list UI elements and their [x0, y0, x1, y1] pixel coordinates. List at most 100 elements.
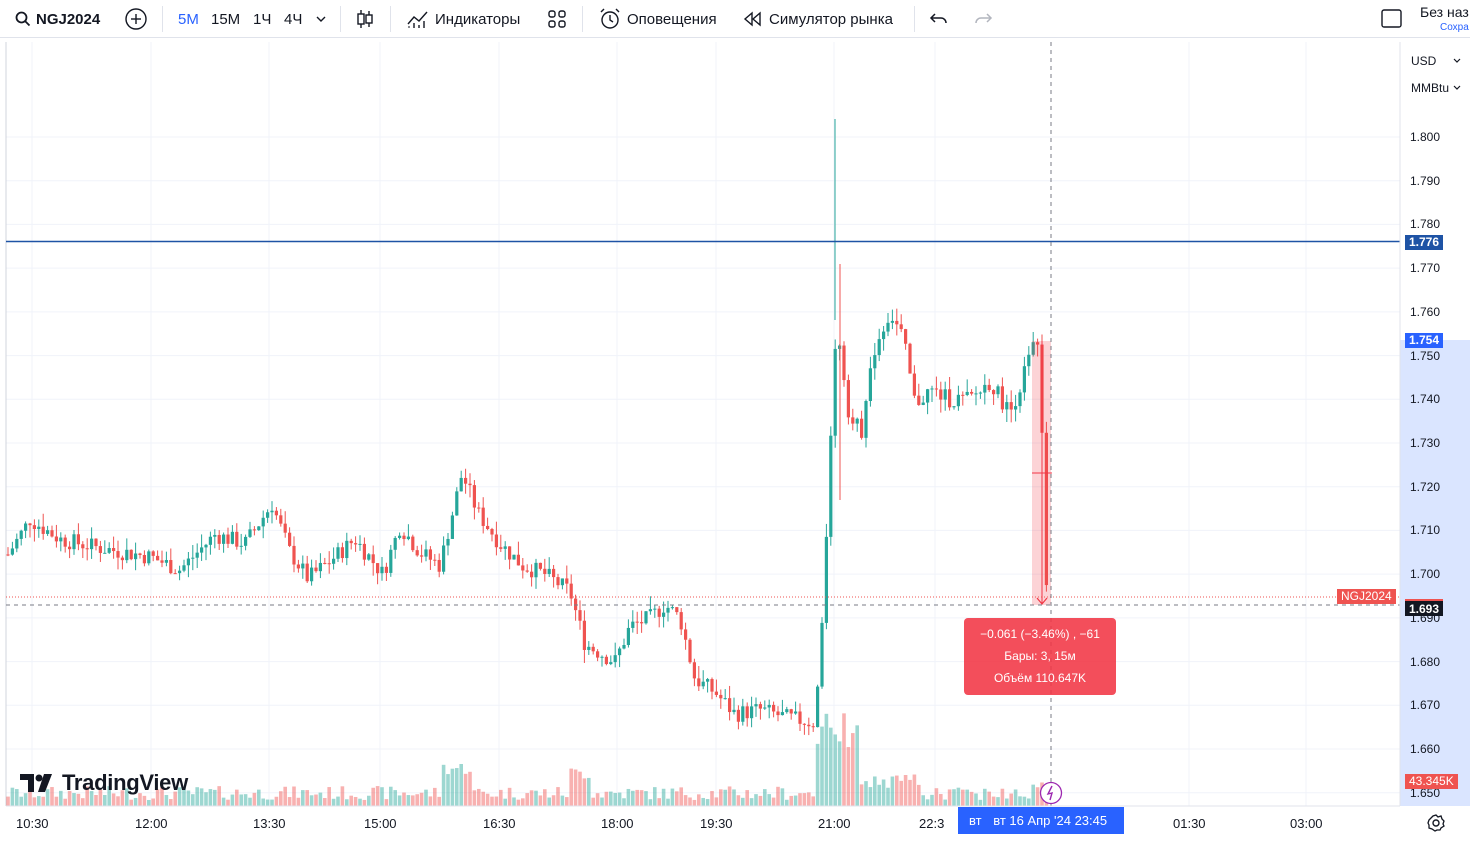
- candle-body: [816, 686, 820, 728]
- volume-bar: [895, 775, 899, 806]
- volume-bar: [943, 799, 947, 806]
- candle-body: [24, 523, 28, 531]
- price-chart[interactable]: [0, 40, 1470, 842]
- alerts-button[interactable]: Оповещения: [598, 0, 717, 38]
- indicators-button[interactable]: Индикаторы: [406, 0, 520, 38]
- candle-body: [582, 620, 586, 650]
- volume-bar: [534, 790, 538, 806]
- volume-bar: [516, 799, 521, 806]
- volume-bar: [785, 799, 789, 806]
- crosshair-time: вт 16 Апр '24 23:45: [993, 813, 1108, 828]
- interval-4h[interactable]: 4Ч: [284, 0, 302, 38]
- indicators-icon: [407, 11, 428, 28]
- candle-body: [442, 545, 446, 572]
- interval-5m[interactable]: 5М: [178, 0, 199, 38]
- candle-body: [494, 534, 498, 548]
- candle-body: [354, 543, 358, 545]
- candle-body: [252, 529, 256, 531]
- candle-body: [648, 609, 652, 612]
- candle-body: [503, 546, 507, 549]
- candle-body: [10, 548, 14, 555]
- gear-icon[interactable]: [1426, 813, 1446, 833]
- templates-button[interactable]: [546, 0, 568, 38]
- volume-bar: [116, 796, 120, 806]
- candle-body: [948, 389, 952, 408]
- volume-bar: [50, 787, 54, 806]
- price-axis-label: 1.750: [1410, 348, 1441, 363]
- volume-bar: [978, 799, 983, 806]
- candle-body: [6, 554, 10, 556]
- volume-bar: [780, 788, 785, 806]
- volume-bar: [15, 789, 19, 806]
- volume-bar: [912, 774, 917, 806]
- candle-body: [450, 515, 454, 539]
- currency-label: USD: [1411, 54, 1437, 68]
- time-axis-label: 03:00: [1290, 816, 1323, 831]
- interval-1h[interactable]: 1Ч: [253, 0, 271, 38]
- compare-symbol-button[interactable]: [124, 0, 148, 38]
- candle-body: [904, 329, 908, 344]
- lightning-icon[interactable]: [1039, 781, 1063, 805]
- interval-15m[interactable]: 15М: [211, 0, 240, 38]
- candle-body: [640, 622, 644, 624]
- price-axis-label: 1.680: [1410, 654, 1441, 669]
- interval-dropdown[interactable]: [314, 0, 328, 38]
- volume-bar: [195, 787, 199, 806]
- time-axis-label: 12:00: [135, 816, 168, 831]
- candle-body: [842, 345, 846, 381]
- price-axis-label: 1.800: [1410, 130, 1441, 144]
- volume-bar: [433, 787, 437, 806]
- candle-body: [217, 534, 221, 544]
- chart-type-button[interactable]: [354, 0, 376, 38]
- volume-bar: [358, 798, 362, 806]
- price-axis-label: 1.650: [1410, 785, 1441, 800]
- candle-body: [279, 515, 283, 524]
- candle-body: [1044, 432, 1048, 586]
- candle-body: [156, 555, 160, 561]
- volume-bar: [428, 796, 433, 806]
- volume-bar: [807, 792, 811, 806]
- candle-body: [736, 709, 740, 722]
- replay-button[interactable]: Симулятор рынка: [742, 0, 893, 38]
- volume-bar: [749, 798, 754, 806]
- volume-bar: [230, 794, 235, 806]
- chart-grid: [5, 42, 1400, 806]
- measure-volume: Объём 110.647K: [993, 671, 1087, 685]
- undo-button[interactable]: [928, 0, 950, 38]
- candle-body: [635, 621, 639, 623]
- layout-checkbox[interactable]: [1380, 0, 1404, 38]
- volume-bar: [877, 784, 881, 806]
- candle-body: [697, 678, 701, 687]
- candle-body: [692, 662, 696, 679]
- volume-bar: [899, 780, 903, 806]
- candle-body: [917, 395, 921, 405]
- tradingview-logo[interactable]: TradingView: [20, 768, 188, 798]
- candle-body: [965, 391, 969, 395]
- candle-body: [754, 704, 758, 707]
- volume-bar: [881, 779, 886, 806]
- symbol-search-button[interactable]: NGJ2024: [14, 0, 100, 38]
- candle-body: [591, 646, 595, 652]
- volume-bar: [41, 796, 45, 806]
- currency-selector[interactable]: USD: [1405, 49, 1467, 73]
- volume-bar: [829, 727, 833, 806]
- candle-body: [380, 566, 384, 574]
- volume-bar: [1035, 787, 1040, 806]
- volume-bar: [375, 786, 380, 806]
- candle-body: [226, 534, 230, 544]
- price-axis-label: 1.700: [1410, 567, 1441, 582]
- candle-body: [160, 560, 164, 563]
- candle-body: [270, 510, 274, 513]
- price-axis-label: 1.760: [1410, 304, 1441, 319]
- unit-selector[interactable]: MMBtu: [1405, 76, 1467, 100]
- volume-bar: [855, 725, 859, 806]
- candle-body: [481, 507, 485, 526]
- candle-body: [644, 611, 648, 624]
- volume-bar: [965, 789, 969, 806]
- candle-body: [173, 573, 177, 575]
- volume-bar: [235, 789, 239, 806]
- crosshair-prefix: вт: [969, 813, 982, 828]
- volume-bar: [107, 786, 111, 806]
- redo-button[interactable]: [972, 0, 994, 38]
- layout-name[interactable]: Без наз Сохра: [1420, 4, 1469, 36]
